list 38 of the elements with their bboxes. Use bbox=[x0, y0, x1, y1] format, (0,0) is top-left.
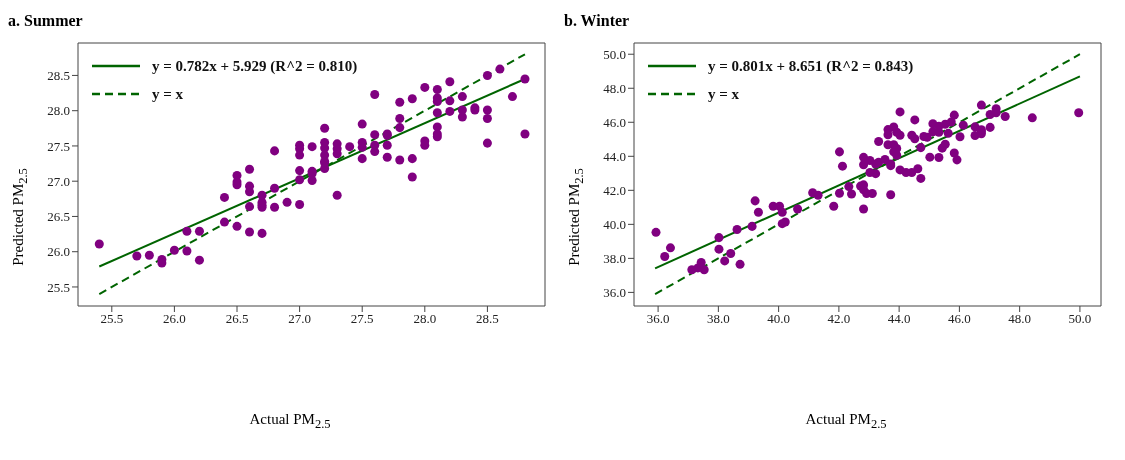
y-tick-label: 38.0 bbox=[603, 250, 626, 266]
x-axis-title: Actual PM$_{2.5}$ bbox=[804, 411, 888, 432]
legend-label: y = x bbox=[152, 85, 184, 103]
y-tick-label: 50.0 bbox=[603, 46, 626, 62]
x-tick-label: 46.0 bbox=[948, 311, 971, 327]
x-tick-label: 44.0 bbox=[887, 311, 911, 327]
x-tick-label: 26.0 bbox=[163, 311, 186, 327]
x-tick-label: 36.0 bbox=[646, 311, 670, 327]
y-tick-label: 28.0 bbox=[47, 103, 70, 119]
x-tick-label: 40.0 bbox=[767, 311, 790, 327]
x-tick-label: 28.5 bbox=[476, 311, 499, 327]
legend-label: y = 0.782x + 5.929 (R^2 = 0.810) bbox=[152, 57, 358, 75]
x-tick-label: 38.0 bbox=[706, 311, 730, 327]
chart-title: a. Summer bbox=[8, 11, 84, 31]
y-tick-label: 25.5 bbox=[47, 279, 70, 295]
y-tick-label: 27.5 bbox=[47, 138, 70, 154]
y-tick-label: 27.0 bbox=[47, 173, 70, 189]
y-tick-label: 42.0 bbox=[603, 182, 626, 198]
x-tick-label: 25.5 bbox=[100, 311, 124, 327]
legend-label: y = 0.801x + 8.651 (R^2 = 0.843) bbox=[708, 57, 914, 75]
x-tick-label: 28.0 bbox=[413, 311, 437, 327]
x-tick-label: 48.0 bbox=[1008, 311, 1032, 327]
y-tick-label: 36.0 bbox=[603, 285, 626, 301]
y-tick-label: 46.0 bbox=[603, 114, 626, 130]
y-tick-label: 44.0 bbox=[603, 148, 626, 164]
chart-title: b. Winter bbox=[564, 11, 631, 31]
y-tick-label: 48.0 bbox=[603, 80, 626, 96]
x-tick-label: 50.0 bbox=[1068, 311, 1092, 327]
y-tick-label: 40.0 bbox=[603, 216, 626, 232]
y-tick-label: 26.5 bbox=[47, 209, 70, 225]
x-tick-label: 27.5 bbox=[350, 311, 374, 327]
x-axis-title: Actual PM$_{2.5}$ bbox=[248, 411, 332, 432]
legend-label: y = x bbox=[708, 85, 740, 103]
x-tick-label: 27.0 bbox=[288, 311, 311, 327]
y-tick-label: 28.5 bbox=[47, 68, 70, 84]
x-tick-label: 42.0 bbox=[827, 311, 851, 327]
y-tick-label: 26.0 bbox=[47, 244, 70, 260]
x-tick-label: 26.5 bbox=[225, 311, 249, 327]
